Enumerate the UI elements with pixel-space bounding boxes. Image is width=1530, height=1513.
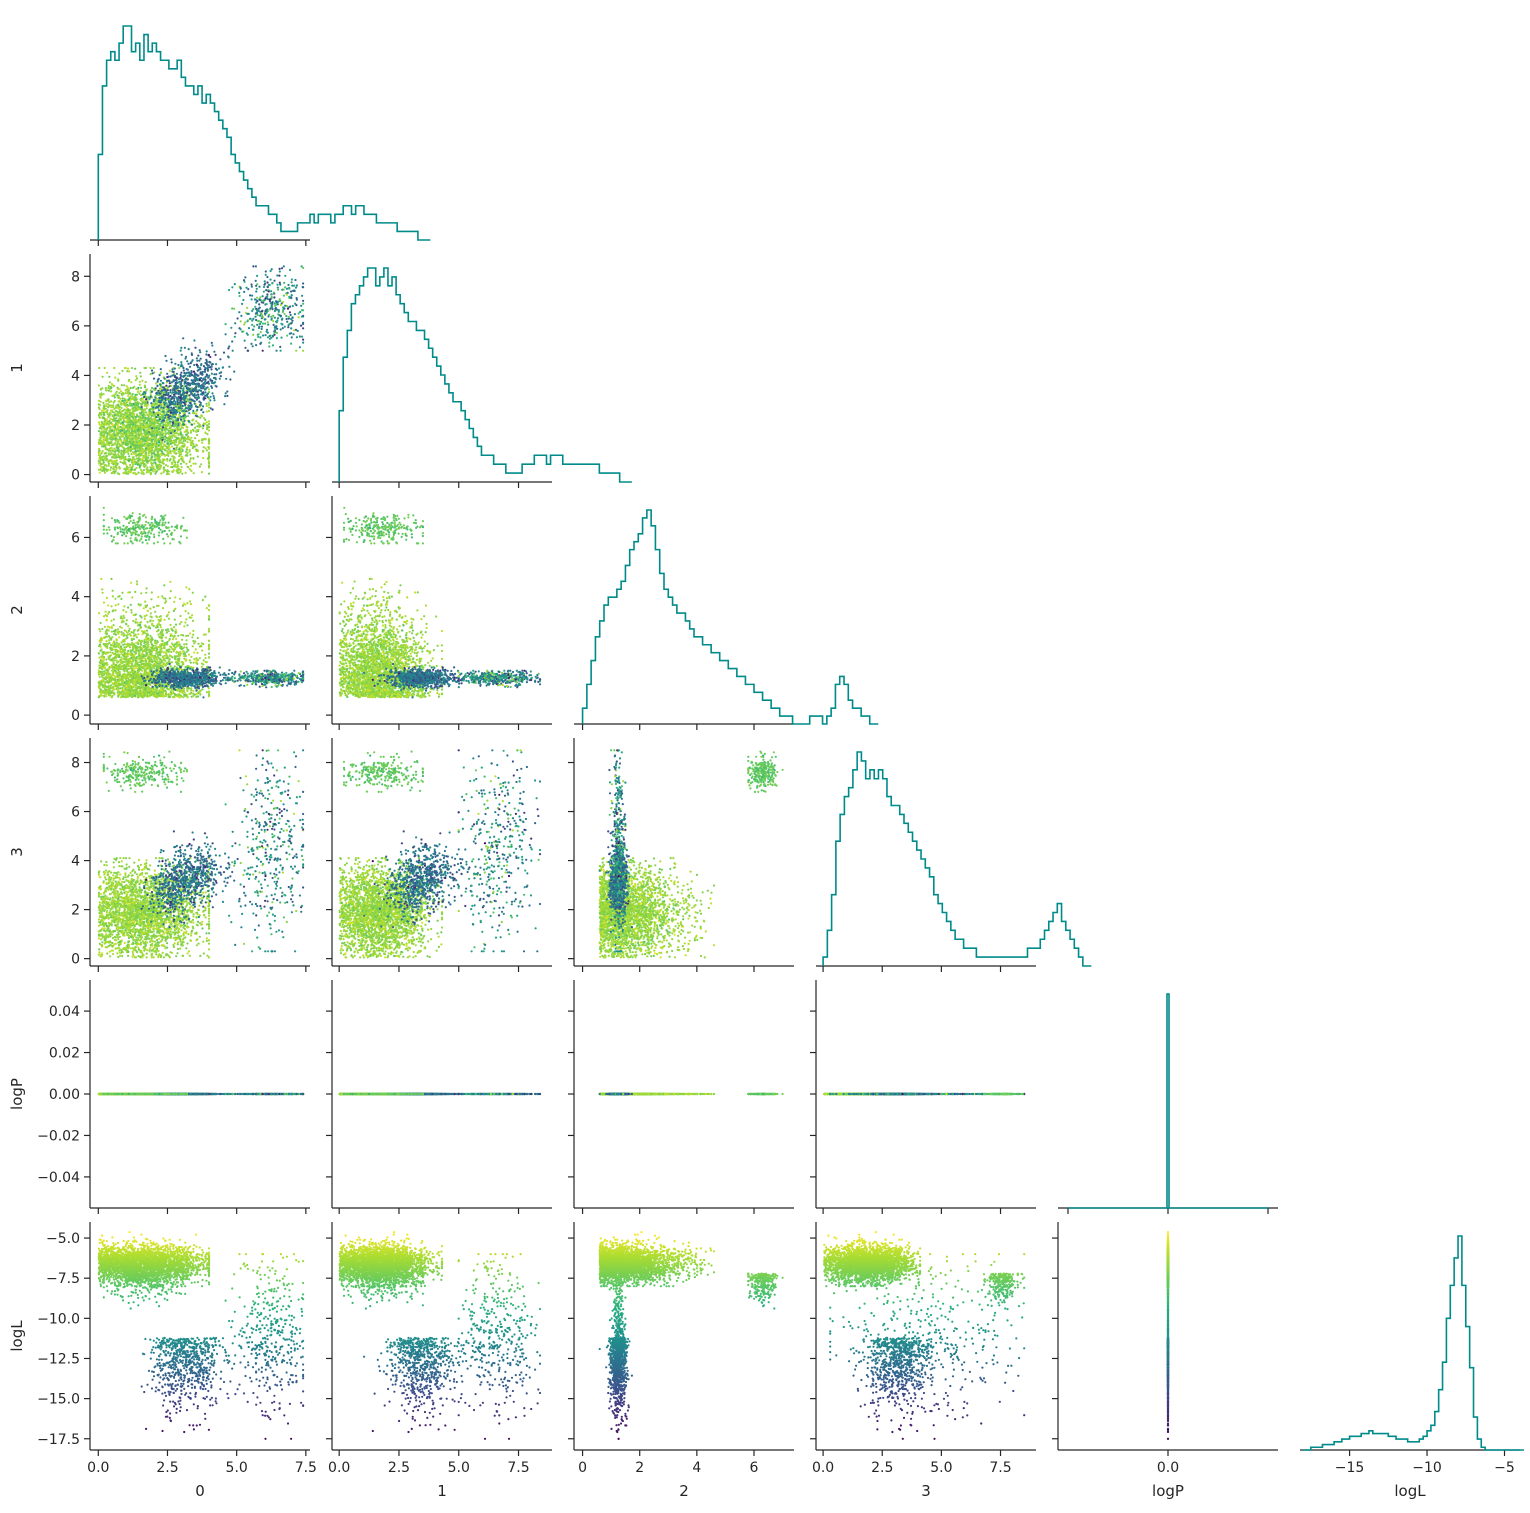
scatter-point [166,451,168,453]
y-tick-label: 2 [71,418,80,434]
scatter-point [198,440,200,442]
scatter-point [113,408,115,410]
scatter-point [192,458,194,460]
scatter-point [195,463,197,465]
scatter-point [121,384,123,386]
scatter-point [114,396,116,398]
scatter-point [106,372,108,374]
scatter-point [130,381,132,383]
scatter-point [187,415,189,417]
y-tick-label: 6 [71,319,80,335]
scatter-point [123,384,125,386]
y-tick-label: 8 [71,269,80,285]
scatter-point [108,376,110,378]
scatter-point [146,407,148,409]
y-tick-label: 4 [71,368,80,384]
scatter-point [140,375,142,377]
scatter-point [172,450,174,452]
scatter-point [208,420,210,422]
scatter-point [165,421,167,423]
scatter-point [129,464,131,466]
scatter-point [149,367,151,369]
scatter-points-1-vs-0 [98,265,304,475]
scatter-point [185,472,187,474]
scatter-point [137,391,139,393]
corner-plot: 024681024620246830.040.020.00−0.02−0.04l… [0,0,1530,1513]
scatter-point [102,376,104,378]
histogram-0 [98,26,430,240]
scatter-point [118,392,120,394]
y-tick-label: 0 [71,468,80,484]
panel-0-0 [90,26,430,246]
